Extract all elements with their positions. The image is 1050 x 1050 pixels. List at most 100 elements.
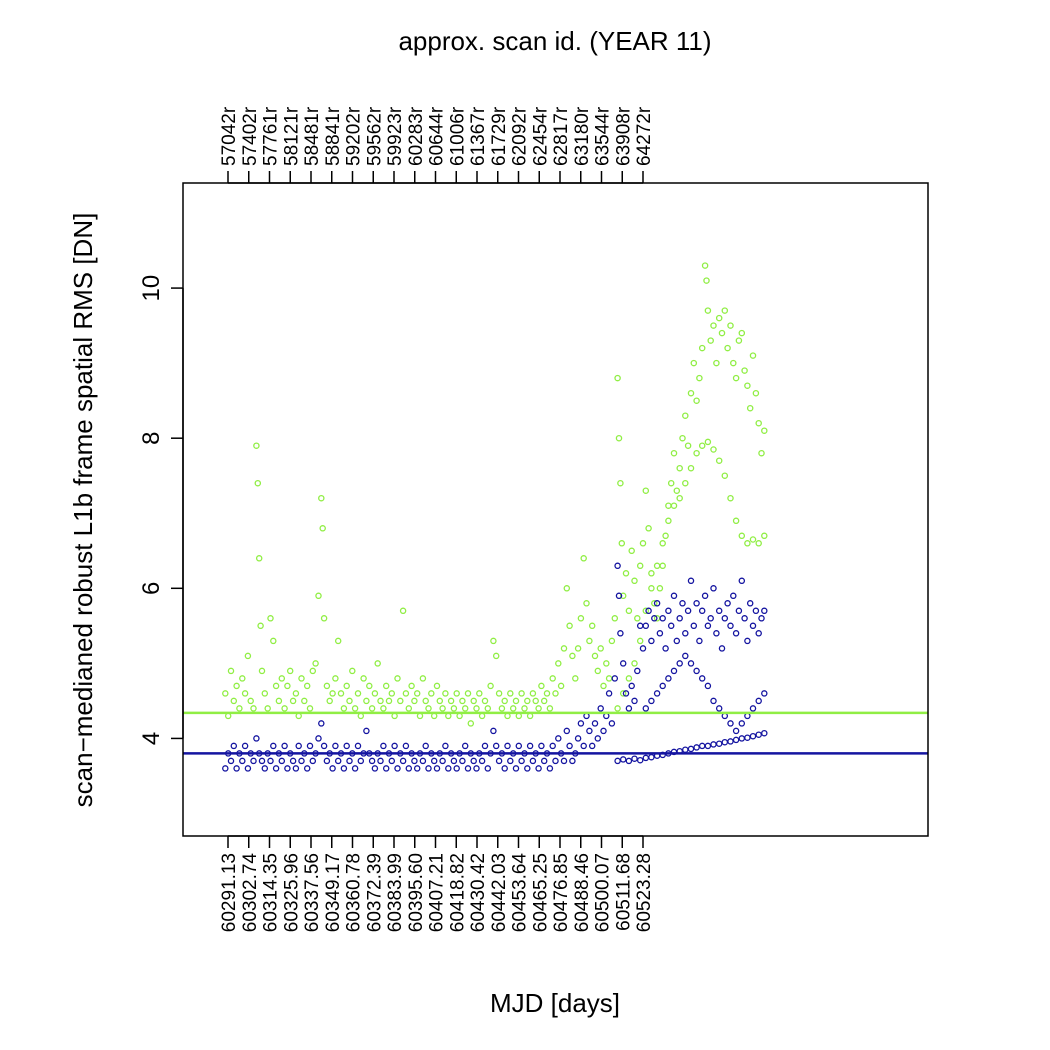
data-point <box>648 585 655 592</box>
data-point <box>549 675 556 682</box>
data-point <box>631 755 638 762</box>
data-point <box>761 427 768 434</box>
data-point <box>687 464 695 472</box>
data-point <box>433 682 441 690</box>
data-point <box>645 525 652 532</box>
data-point <box>363 727 370 735</box>
top-tick-label: 60644r <box>427 106 448 166</box>
data-point <box>732 727 740 735</box>
data-point <box>507 757 514 765</box>
data-point <box>710 446 717 453</box>
data-point <box>611 615 619 622</box>
x-tick-label: 60325.96 <box>281 853 302 932</box>
data-point <box>301 697 308 705</box>
top-axis: 57042r 57402r 57761r 58121r 58481r 58841r 5920… <box>219 106 655 184</box>
data-point <box>560 757 568 765</box>
data-point <box>749 536 757 543</box>
data-point <box>761 532 768 540</box>
data-point <box>608 637 616 645</box>
data-point <box>614 374 621 382</box>
data-point <box>648 637 655 645</box>
data-point <box>470 697 477 705</box>
data-point <box>724 344 731 352</box>
data-point <box>264 705 271 712</box>
data-point <box>687 389 695 397</box>
data-point <box>270 637 277 645</box>
data-point <box>428 690 435 697</box>
data-point <box>718 329 726 337</box>
data-point <box>715 705 723 712</box>
top-tick-label: 62092r <box>510 106 531 166</box>
data-point <box>546 705 554 712</box>
bottom-axis: 60291.13 60302.74 60314.35 60325.96 60337.56… <box>219 835 655 932</box>
data-point <box>461 705 469 712</box>
data-point <box>332 742 339 750</box>
data-point <box>318 720 325 727</box>
data-point <box>665 607 672 615</box>
data-point <box>504 742 511 750</box>
data-point <box>665 675 672 682</box>
data-point <box>385 697 393 705</box>
data-point <box>380 705 387 712</box>
data-point <box>738 720 746 727</box>
x-tick-label: 60337.56 <box>302 853 323 932</box>
data-point <box>639 540 647 547</box>
top-tick-label: 63908r <box>613 106 634 166</box>
data-point <box>233 765 240 772</box>
data-point <box>312 660 319 667</box>
data-point <box>676 494 683 502</box>
top-tick-label: 59923r <box>385 106 406 166</box>
data-point <box>408 682 415 690</box>
data-point <box>521 705 528 712</box>
data-point <box>622 570 630 577</box>
data-point <box>656 630 664 637</box>
data-point <box>618 540 626 547</box>
data-points <box>222 262 768 772</box>
data-point <box>758 449 765 457</box>
data-point <box>698 675 706 682</box>
data-point <box>254 479 262 487</box>
data-point <box>732 374 740 382</box>
data-point <box>746 600 754 607</box>
data-point <box>258 757 266 765</box>
data-point <box>552 757 559 765</box>
data-point <box>662 532 669 540</box>
data-point <box>495 690 503 697</box>
data-point <box>371 765 379 772</box>
data-point <box>473 765 480 772</box>
data-point <box>732 630 740 637</box>
data-point <box>569 757 576 765</box>
data-point <box>715 314 723 322</box>
data-point <box>625 705 633 712</box>
data-point <box>732 517 740 525</box>
data-point <box>439 757 446 765</box>
data-point <box>445 765 452 772</box>
data-point <box>244 765 252 772</box>
data-point <box>490 727 497 735</box>
data-point <box>566 742 573 750</box>
data-point <box>507 690 514 697</box>
data-point <box>636 622 644 630</box>
data-point <box>270 742 277 750</box>
data-point <box>617 630 624 637</box>
data-point <box>461 742 469 750</box>
top-tick-label: 62817r <box>551 106 572 166</box>
data-point <box>721 472 729 479</box>
x-tick-label: 60383.99 <box>385 853 406 932</box>
data-point <box>295 742 302 750</box>
data-point <box>250 757 257 765</box>
data-point <box>309 667 317 675</box>
data-point <box>239 675 246 682</box>
data-point <box>698 742 706 750</box>
data-point <box>442 742 449 750</box>
data-point <box>377 697 384 705</box>
data-point <box>306 742 314 750</box>
data-point <box>696 637 703 645</box>
data-point <box>552 690 559 697</box>
data-point <box>425 705 432 712</box>
data-point <box>543 690 551 697</box>
data-point <box>679 600 686 607</box>
data-point <box>603 660 610 667</box>
data-point <box>281 742 288 750</box>
data-point <box>583 600 590 607</box>
